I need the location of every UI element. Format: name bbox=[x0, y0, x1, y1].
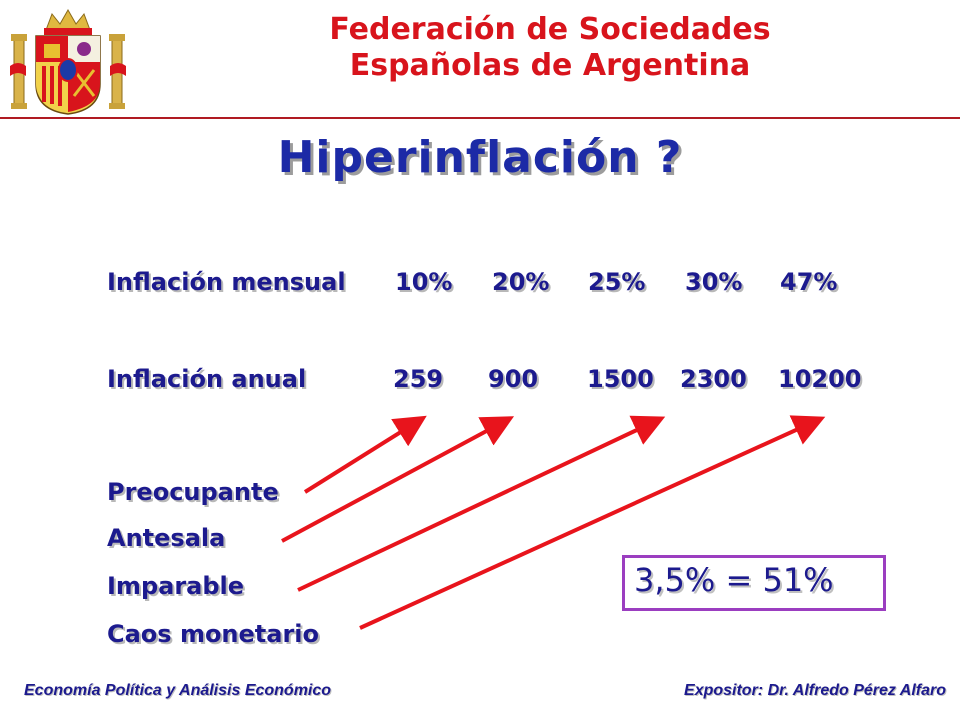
level-preocupante: Preocupante bbox=[107, 478, 279, 506]
annual-value-4: 2300 bbox=[680, 365, 747, 393]
coat-of-arms-emblem bbox=[10, 8, 126, 115]
monthly-value-3: 25% bbox=[588, 268, 646, 296]
monthly-inflation-label: Inflación mensual bbox=[107, 268, 346, 296]
note-box bbox=[622, 555, 886, 611]
organization-name-line2: Españolas de Argentina bbox=[349, 48, 751, 83]
level-antesala: Antesala bbox=[107, 524, 226, 552]
note-text: 3,5% = 51% bbox=[634, 561, 834, 599]
arrow-antesala bbox=[281, 416, 515, 543]
organization-name-line1: Federación de Sociedades bbox=[329, 12, 771, 47]
monthly-value-2: 20% bbox=[492, 268, 550, 296]
organization-name: Federación de Sociedades Españolas de Ar… bbox=[200, 12, 900, 84]
footer-presenter: Expositor: Dr. Alfredo Pérez Alfaro bbox=[684, 682, 946, 699]
monthly-value-4: 30% bbox=[685, 268, 743, 296]
arrow-imparable bbox=[297, 415, 666, 592]
annual-inflation-label: Inflación anual bbox=[107, 365, 307, 393]
level-caos-monetario: Caos monetario bbox=[107, 620, 320, 648]
slide-title: Hiperinflación ? bbox=[277, 132, 683, 183]
footer-course: Economía Política y Análisis Económico bbox=[24, 682, 332, 699]
monthly-inflation-row: Inflación mensual 10% 20% 25% 30% 47% bbox=[0, 268, 960, 302]
annual-value-3: 1500 bbox=[587, 365, 654, 393]
header-divider bbox=[0, 117, 960, 119]
arrow-preocupante bbox=[303, 415, 427, 494]
annual-value-1: 259 bbox=[393, 365, 444, 393]
annual-value-5: 10200 bbox=[778, 365, 862, 393]
monthly-value-5: 47% bbox=[780, 268, 838, 296]
monthly-value-1: 10% bbox=[395, 268, 453, 296]
annual-inflation-row: Inflación anual 259 900 1500 2300 10200 bbox=[0, 365, 960, 399]
level-imparable: Imparable bbox=[107, 572, 245, 600]
arrow-caos-monetario bbox=[359, 415, 826, 630]
annual-value-2: 900 bbox=[488, 365, 539, 393]
